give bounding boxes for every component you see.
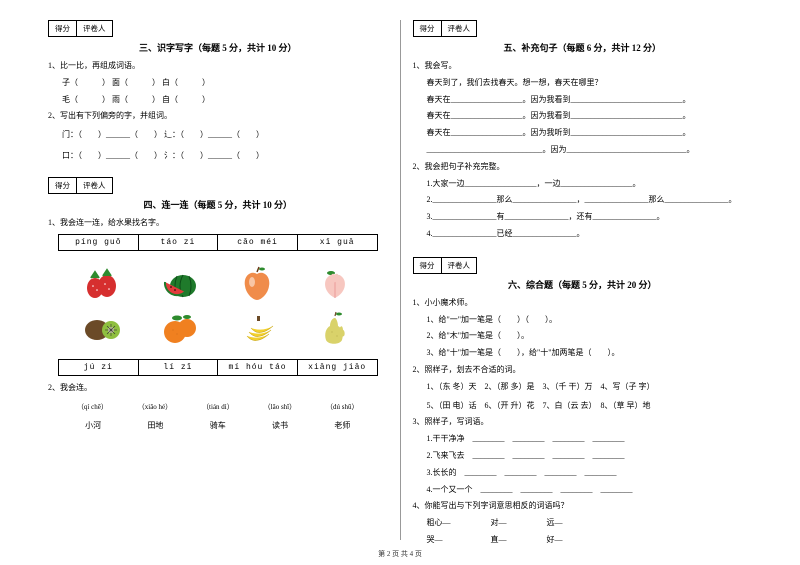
q5-1d: 春天在__________________。因为我听到_____________… — [413, 127, 753, 140]
q5-2: 2、我会把句子补充完整。 — [413, 161, 753, 174]
pinyin-cell: jú zi — [59, 360, 139, 375]
q4-1: 1、我会连一连，给水果找名字。 — [48, 217, 388, 230]
pinyin-item: （dú shū） — [326, 402, 358, 412]
score-box-6: 得分 评卷人 — [413, 257, 478, 274]
left-column: 得分 评卷人 三、识字写字（每题 5 分，共计 10 分） 1、比一比，再组成词… — [40, 20, 396, 540]
grader-label: 评卷人 — [442, 21, 477, 36]
q6-3-3: 3.长长的 ________ ________ ________ _______… — [413, 467, 753, 480]
pinyin-cell: xī guā — [298, 235, 377, 250]
q6-3-4: 4.一个又一个 ________ ________ ________ _____… — [413, 484, 753, 497]
q3-2b: 口：（ ）______（ ） 氵：（ ）______（ ） — [48, 150, 388, 163]
section-3-title: 三、识字写字（每题 5 分，共计 10 分） — [48, 41, 388, 54]
peach-icon — [298, 261, 372, 303]
q6-1: 1、小小魔术师。 — [413, 297, 753, 310]
q6-2-2: 5、（田 电）话 6、（开 升）花 7、白（云 去） 8、（草 早）地 — [413, 400, 753, 413]
strawberry-icon — [64, 261, 138, 303]
pinyin-item: （qí chē） — [77, 402, 108, 412]
grader-label: 评卷人 — [77, 178, 112, 193]
column-divider — [400, 20, 401, 540]
apple-icon — [220, 261, 294, 303]
score-label: 得分 — [414, 258, 442, 273]
q5-1e: _____________________________。因为________… — [413, 144, 753, 157]
q5-2-2: 2.________________那么________________，___… — [413, 194, 753, 207]
section-6-title: 六、综合题（每题 5 分，共计 20 分） — [413, 278, 753, 291]
fruit-grid — [48, 255, 388, 355]
q3-2a: 门：（ ）______（ ） 辶：（ ）______（ ） — [48, 129, 388, 142]
word-item: 读书 — [272, 420, 288, 431]
q6-3-1: 1.干干净净 ________ ________ ________ ______… — [413, 433, 753, 446]
page-container: 得分 评卷人 三、识字写字（每题 5 分，共计 10 分） 1、比一比，再组成词… — [0, 0, 800, 540]
q6-4-1: 粗心— 对— 远— — [413, 517, 753, 530]
word-item: 田地 — [147, 420, 163, 431]
q6-3-2: 2.飞来飞去 ________ ________ ________ ______… — [413, 450, 753, 463]
q5-2-4: 4.________________已经________________。 — [413, 228, 753, 241]
pinyin-item: （lǎo shī） — [264, 402, 296, 412]
pinyin-cell: píng guǒ — [59, 235, 139, 250]
q3-1: 1、比一比，再组成词语。 — [48, 60, 388, 73]
q6-3: 3、照样子，写词语。 — [413, 416, 753, 429]
right-column: 得分 评卷人 五、补充句子（每题 6 分，共计 12 分） 1、我会写。 春天到… — [405, 20, 761, 540]
q6-2: 2、照样子，划去不合适的词。 — [413, 364, 753, 377]
page-footer: 第 2 页 共 4 页 — [0, 549, 800, 559]
q5-1: 1、我会写。 — [413, 60, 753, 73]
score-box-5: 得分 评卷人 — [413, 20, 478, 37]
q5-2-1: 1.大家一边__________________，一边_____________… — [413, 178, 753, 191]
score-label: 得分 — [49, 21, 77, 36]
q6-4-2: 哭— 直— 好— — [413, 534, 753, 547]
q5-1c: 春天在__________________。因为我看到_____________… — [413, 110, 753, 123]
pinyin-row-bottom: jú zi lí zǐ mí hóu táo xiāng jiāo — [58, 359, 378, 376]
pear-icon — [298, 307, 372, 349]
q5-2-3: 3.________________有________________，还有__… — [413, 211, 753, 224]
section-4-title: 四、连一连（每题 5 分，共计 10 分） — [48, 198, 388, 211]
q6-2-1: 1、（东 冬）天 2、（那 多）是 3、（千 干）万 4、写（子 字） — [413, 381, 753, 394]
q6-1-2: 2、给"木"加一笔是（ ）。 — [413, 330, 753, 343]
pinyin-cell: xiāng jiāo — [298, 360, 377, 375]
pinyin-item: （tián dì） — [202, 402, 234, 412]
q4-2: 2、我会连。 — [48, 382, 388, 395]
score-label: 得分 — [414, 21, 442, 36]
watermelon-icon — [142, 261, 216, 303]
pinyin-list: （qí chē） （xiǎo hé） （tián dì） （lǎo shī） （… — [62, 402, 374, 412]
word-list: 小河 田地 骑车 读书 老师 — [62, 420, 374, 431]
banana-icon — [220, 307, 294, 349]
grader-label: 评卷人 — [77, 21, 112, 36]
word-item: 骑车 — [210, 420, 226, 431]
section-5-title: 五、补充句子（每题 6 分，共计 12 分） — [413, 41, 753, 54]
score-box-4: 得分 评卷人 — [48, 177, 113, 194]
pinyin-row-top: píng guǒ táo zi cǎo méi xī guā — [58, 234, 378, 251]
score-box-3: 得分 评卷人 — [48, 20, 113, 37]
q3-2: 2、写出有下列偏旁的字，并组词。 — [48, 110, 388, 123]
score-label: 得分 — [49, 178, 77, 193]
word-item: 小河 — [85, 420, 101, 431]
orange-icon — [142, 307, 216, 349]
pinyin-cell: táo zi — [139, 235, 219, 250]
pinyin-item: （xiǎo hé） — [138, 402, 172, 412]
q6-4: 4、你能写出与下列字词意思相反的词语吗？ — [413, 500, 753, 513]
pinyin-cell: cǎo méi — [218, 235, 298, 250]
q6-1-3: 3、给"十"加一笔是（ ），给"十"加两笔是（ ）。 — [413, 347, 753, 360]
word-item: 老师 — [334, 420, 350, 431]
q3-1b: 毛（ ） 雨（ ） 自（ ） — [48, 94, 388, 107]
q5-1a: 春天到了，我们去找春天。想一想，春天在哪里？ — [413, 77, 753, 90]
kiwi-icon — [64, 307, 138, 349]
pinyin-cell: lí zǐ — [139, 360, 219, 375]
pinyin-cell: mí hóu táo — [218, 360, 298, 375]
q5-1b: 春天在__________________。因为我看到_____________… — [413, 94, 753, 107]
q3-1a: 子（ ） 面（ ） 白（ ） — [48, 77, 388, 90]
grader-label: 评卷人 — [442, 258, 477, 273]
q6-1-1: 1、给"一"加一笔是（ ）（ ）。 — [413, 314, 753, 327]
